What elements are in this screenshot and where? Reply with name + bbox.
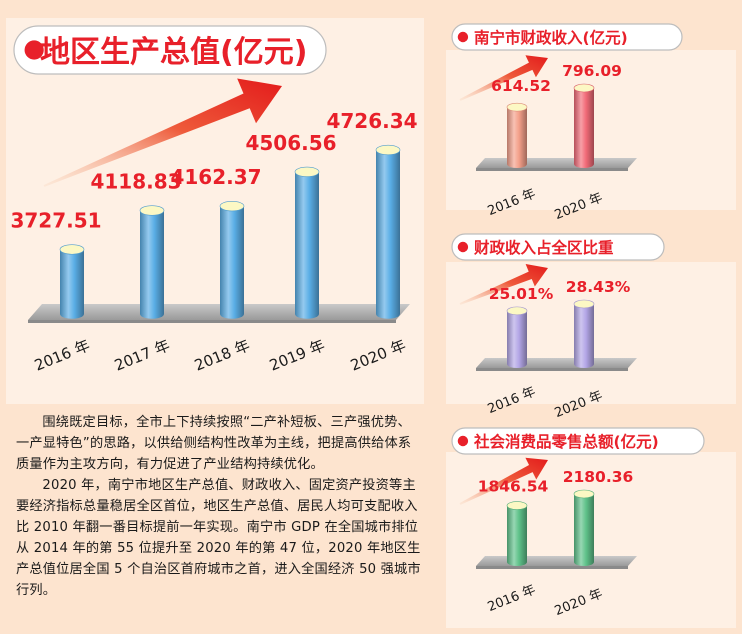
small-1-floor-edge <box>476 168 628 171</box>
gdp-value-label-3: 4162.37 <box>170 165 261 189</box>
gdp-value-label-1: 3727.51 <box>10 208 101 232</box>
gdp-floor <box>28 304 410 320</box>
small-1-value-label-2: 796.09 <box>562 62 622 80</box>
gdp-title-pill <box>13 25 327 75</box>
small-2-title: 财政收入占全区比重 <box>474 238 614 257</box>
small-1-bar-1 <box>506 102 528 168</box>
small-2-floor-edge <box>476 368 628 371</box>
small-2-value-label-1: 25.01% <box>489 285 554 303</box>
gdp-value-label-5: 4726.34 <box>326 109 417 133</box>
small-2-bar-2 <box>573 299 595 368</box>
small-3-value-label-2: 2180.36 <box>563 468 634 486</box>
article-text: 围绕既定目标，全市上下持续按照“二产补短板、三产强优势、一产显特色”的思路，以供… <box>16 412 424 601</box>
small-2-value-label-2: 28.43% <box>566 278 631 296</box>
gdp-title-pill-dot <box>24 40 44 60</box>
small-1-title: 南宁市财政收入(亿元) <box>474 28 628 47</box>
gdp-bar-5 <box>375 144 401 319</box>
small-3-bar-2 <box>573 489 595 566</box>
gdp-trend-arrow <box>43 78 282 187</box>
small-3-trend-arrow <box>459 457 548 505</box>
small-3-floor-edge <box>476 566 628 569</box>
small-1-floor <box>476 158 637 168</box>
gdp-value-label-4: 4506.56 <box>245 131 336 155</box>
small-1-title-pill <box>451 23 683 51</box>
small-2-title-pill <box>451 233 665 261</box>
small-3-bar-1 <box>506 501 528 566</box>
small-3-title-pill <box>451 427 705 455</box>
small-1-title-pill-dot <box>457 31 469 43</box>
gdp-bar-1 <box>59 244 85 319</box>
small-1-trend-arrow <box>459 55 548 101</box>
small-2-trend-arrow <box>459 264 548 305</box>
gdp-chart-title: 地区生产总值(亿元) <box>40 35 307 70</box>
gdp-bar-2 <box>139 205 165 319</box>
small-2-floor <box>476 358 637 368</box>
small-3-title-pill-dot <box>457 435 469 447</box>
small-2-bar-1 <box>506 306 528 368</box>
small-2-title-pill-dot <box>457 241 469 253</box>
main-chart-panel <box>6 18 424 404</box>
small-3-floor <box>476 556 637 566</box>
gdp-bar-4 <box>294 166 320 319</box>
small-1-bar-2 <box>573 83 595 168</box>
small-3-value-label-1: 1846.54 <box>478 478 549 496</box>
gdp-floor-edge <box>28 320 396 323</box>
article-paragraph-1: 围绕既定目标，全市上下持续按照“二产补短板、三产强优势、一产显特色”的思路，以供… <box>16 415 412 472</box>
small-3-title: 社会消费品零售总额(亿元) <box>473 432 659 451</box>
gdp-value-label-2: 4118.83 <box>90 169 181 193</box>
gdp-bar-3 <box>219 201 245 319</box>
article-paragraph-2: 2020 年，南宁市地区生产总值、财政收入、固定资产投资等主要经济指标总量稳居全… <box>16 478 421 598</box>
small-1-value-label-1: 614.52 <box>491 77 551 95</box>
